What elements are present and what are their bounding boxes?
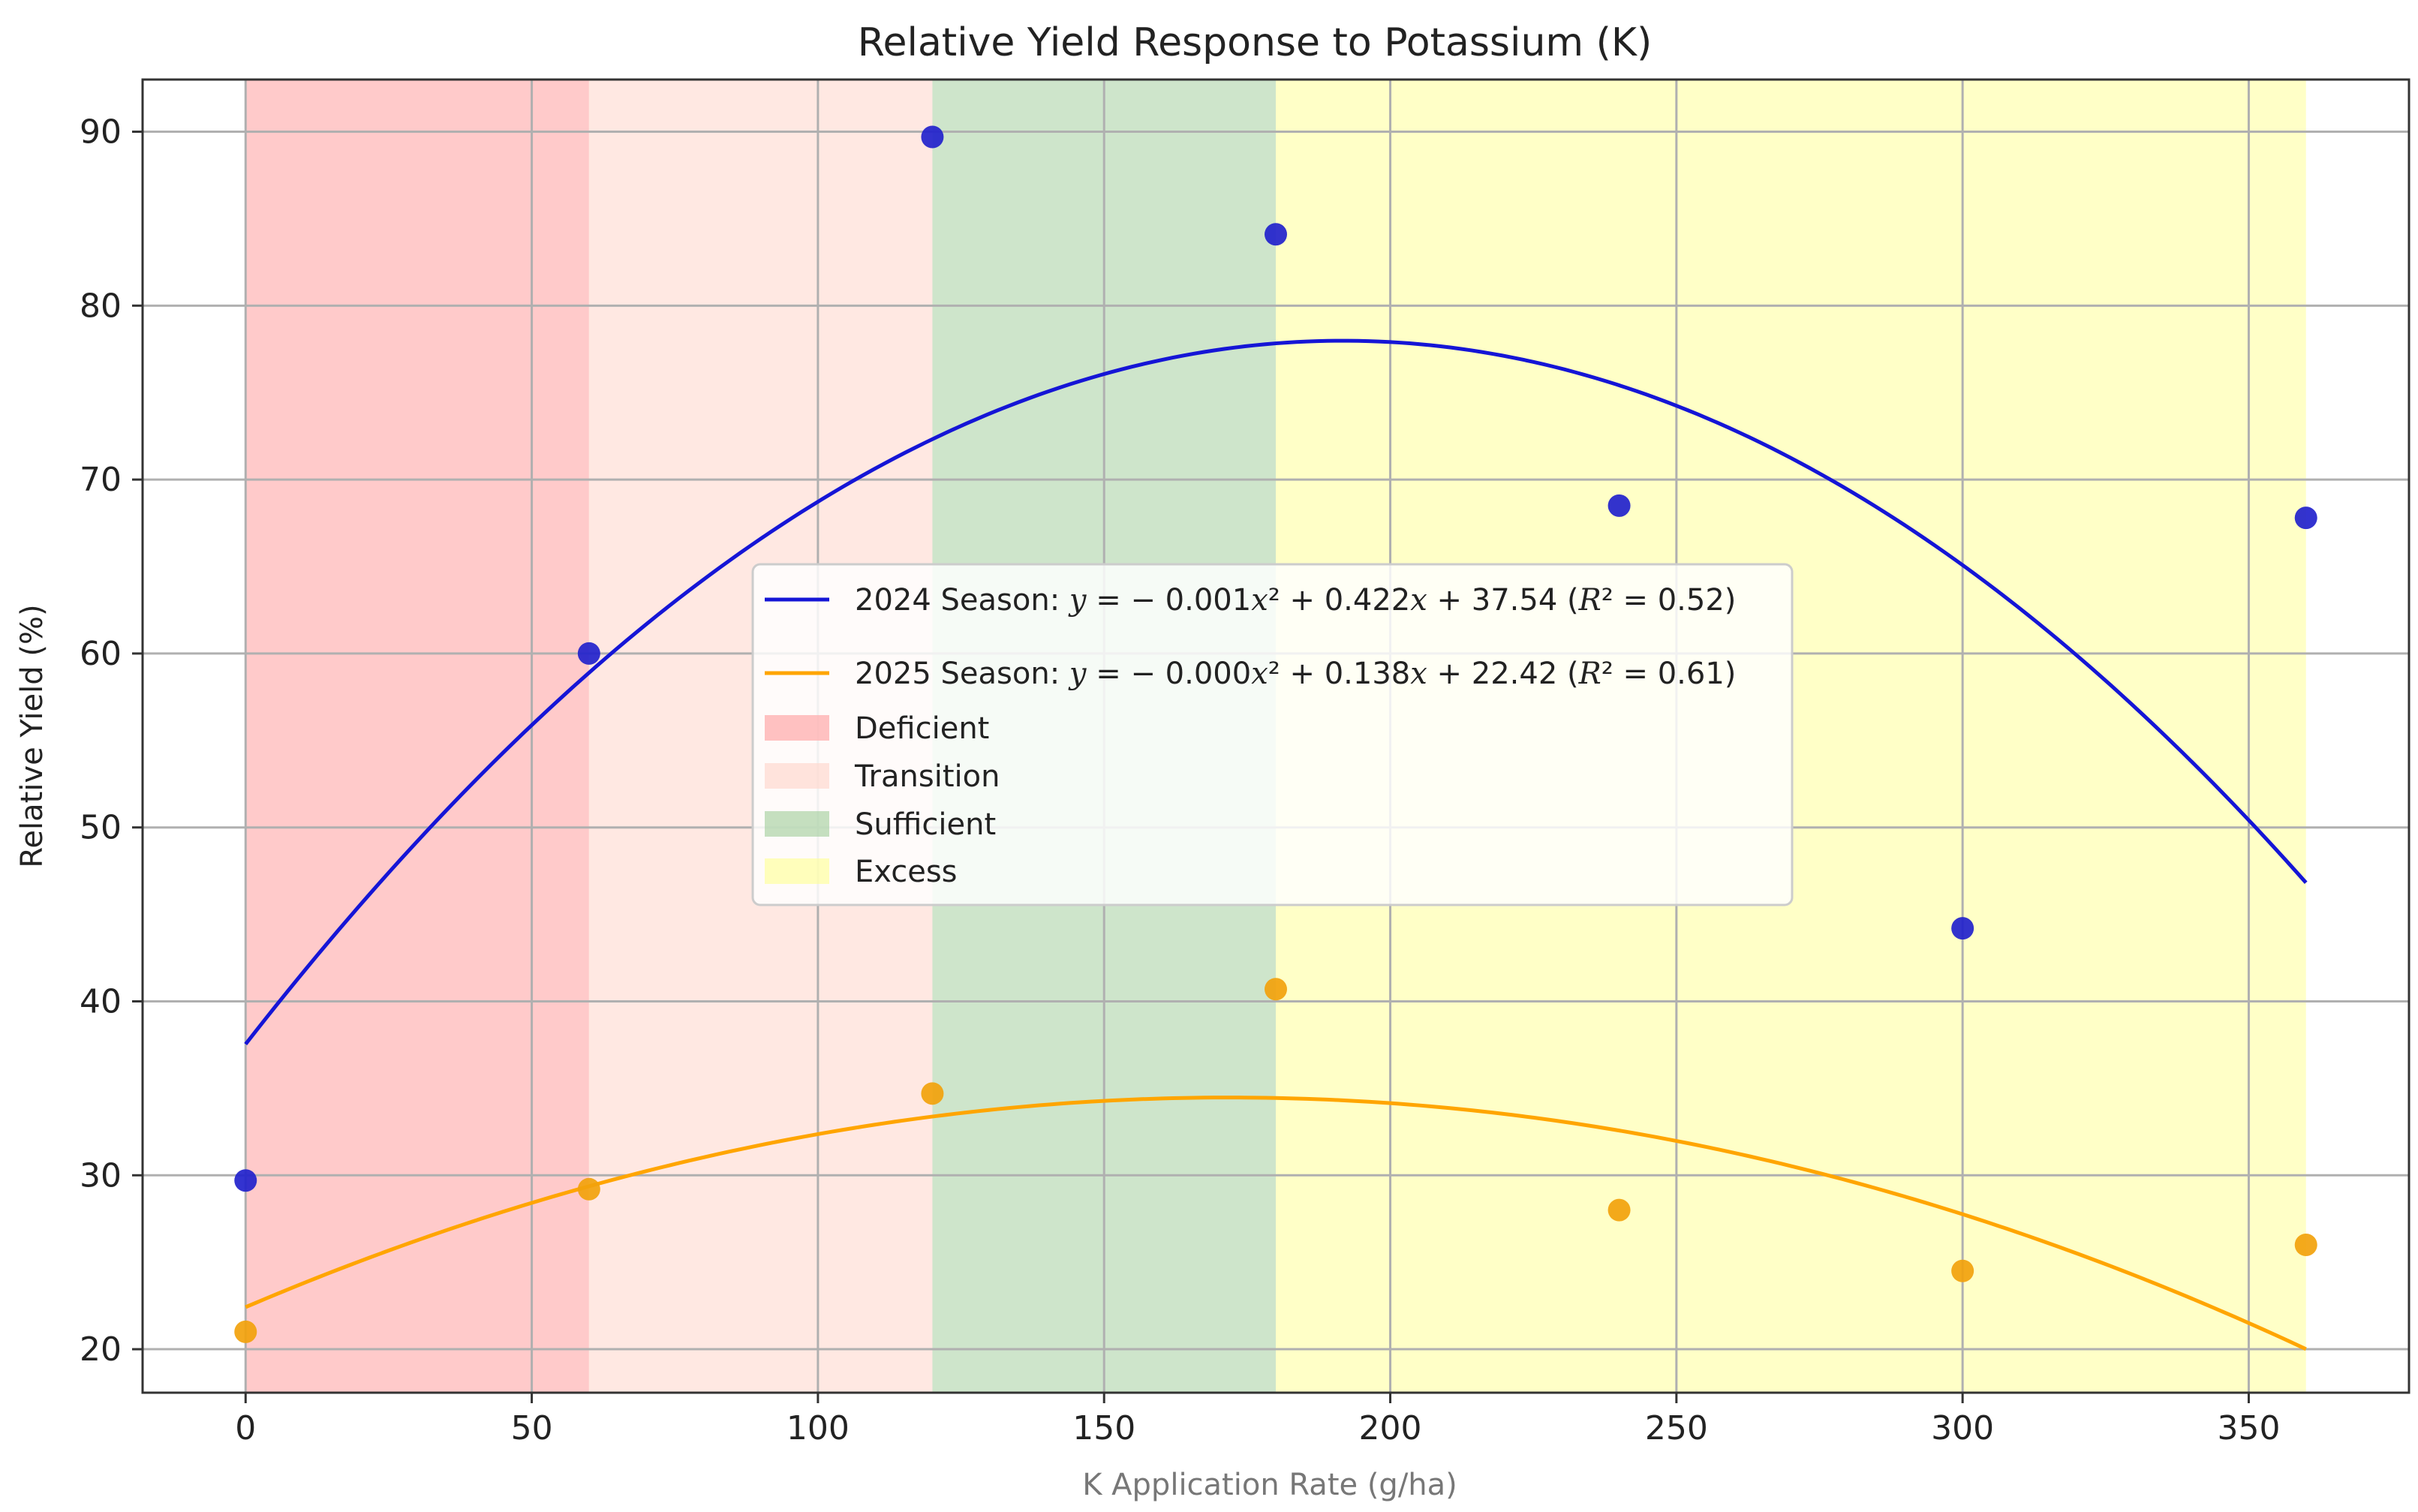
- legend-swatch-deficient: [765, 715, 829, 741]
- legend: 2024 Season: y = − 0.001x² + 0.422x + 37…: [751, 563, 1794, 906]
- x-tick-label: 200: [1359, 1409, 1422, 1447]
- chart-title: Relative Yield Response to Potassium (K): [858, 20, 1653, 65]
- fit-line-2024-season: [244, 338, 2308, 1046]
- y-tick-label: 80: [80, 287, 122, 325]
- data-point-2024-season: [234, 1169, 257, 1192]
- legend-swatch-transition: [765, 763, 829, 789]
- data-point-2025-season: [2294, 1233, 2317, 1256]
- x-tick-label: 150: [1072, 1409, 1135, 1447]
- legend-label-2025-season: 2025 Season: y = − 0.000x² + 0.138x + 22…: [855, 657, 1736, 691]
- y-tick-label: 50: [80, 809, 122, 847]
- data-point-2025-season: [921, 1082, 944, 1105]
- data-point-2024-season: [2294, 507, 2317, 530]
- y-tick-label: 60: [80, 635, 122, 673]
- legend-label-2024-season: 2024 Season: y = − 0.001x² + 0.422x + 37…: [855, 583, 1736, 618]
- legend-label-transition: Transition: [854, 759, 1000, 794]
- data-point-2025-season: [1607, 1198, 1631, 1222]
- data-point-2024-season: [1607, 494, 1631, 517]
- y-tick-label: 40: [80, 982, 122, 1021]
- x-tick-label: 350: [2217, 1409, 2280, 1447]
- data-point-2024-season: [1951, 917, 1974, 940]
- legend-label-sufficient: Sufficient: [855, 807, 996, 842]
- legend-label-excess: Excess: [855, 855, 958, 889]
- data-point-2025-season: [1951, 1259, 1974, 1282]
- data-point-2024-season: [577, 642, 600, 665]
- data-point-2024-season: [1265, 223, 1287, 246]
- x-tick-label: 50: [511, 1409, 553, 1447]
- x-tick-label: 300: [1931, 1409, 1994, 1447]
- y-axis-label: Relative Yield (%): [15, 604, 50, 867]
- x-axis-label: K Application Rate (g/ha): [1082, 1468, 1457, 1502]
- zone-deficient: [245, 80, 589, 1393]
- legend-swatch-excess: [765, 858, 829, 884]
- data-point-2025-season: [577, 1177, 600, 1201]
- y-tick-label: 70: [80, 461, 122, 499]
- x-tick-label: 100: [786, 1409, 850, 1447]
- legend-label-deficient: Deficient: [855, 711, 989, 746]
- x-tick-label: 0: [235, 1409, 256, 1447]
- data-point-2025-season: [1265, 978, 1287, 1001]
- y-tick-label: 30: [80, 1156, 122, 1195]
- plot-frame: [141, 78, 2410, 1394]
- data-point-2024-season: [921, 125, 944, 149]
- data-point-2025-season: [234, 1320, 257, 1343]
- y-tick-label: 90: [80, 113, 122, 152]
- y-tick-label: 20: [80, 1330, 122, 1369]
- legend-swatch-sufficient: [765, 811, 829, 837]
- points-layer: [234, 125, 2317, 1343]
- x-tick-label: 250: [1645, 1409, 1708, 1447]
- ticks-layer: 0 50 100 150 200 250 300 350 20 30 40 50 60 70 80 90: [80, 113, 2280, 1447]
- legend-box: [751, 563, 1794, 906]
